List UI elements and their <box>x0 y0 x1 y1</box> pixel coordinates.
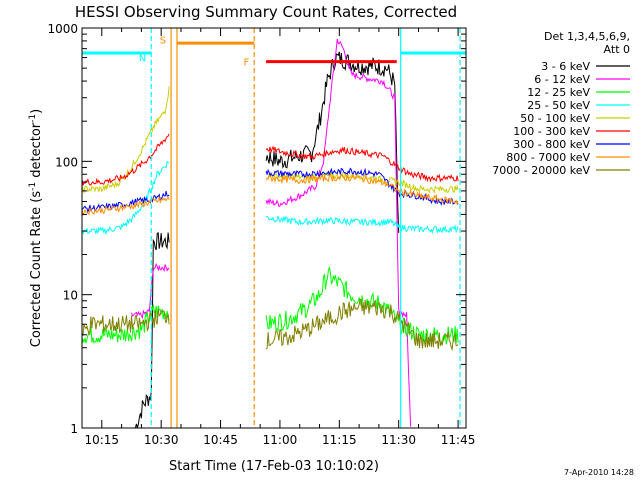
series-6-12-kev <box>131 38 412 427</box>
y-tick-label: 100 <box>55 155 78 169</box>
x-tick-label: 11:00 <box>263 433 298 447</box>
annotation-layer: N S F <box>82 28 466 428</box>
legend-label: 50 - 100 keV <box>520 112 590 125</box>
legend-label: 100 - 300 keV <box>513 125 590 138</box>
series-100-300-kev <box>82 133 459 186</box>
legend-label: 800 - 7000 keV <box>506 151 590 164</box>
legend-label: 25 - 50 keV <box>527 99 590 112</box>
legend-label: 6 - 12 keV <box>534 73 590 86</box>
series-line-segment <box>265 173 459 206</box>
event-marker-label: S <box>160 35 166 46</box>
series-layer <box>82 38 459 428</box>
series-3-6-kev <box>134 51 400 428</box>
series-line-segment <box>265 51 400 233</box>
series-line-segment <box>265 145 459 183</box>
series-line-segment <box>82 190 170 214</box>
y-tick-label: 10 <box>63 289 78 303</box>
series-line-segment <box>82 195 170 217</box>
series-line-segment <box>82 308 170 336</box>
series-line-segment <box>82 133 170 186</box>
series-line-segment <box>265 38 412 427</box>
legend-label: 12 - 25 keV <box>527 86 590 99</box>
legend-label: 7000 - 20000 keV <box>492 164 590 177</box>
series-800-7000-kev <box>82 173 459 217</box>
legend-label: 3 - 6 keV <box>541 60 590 73</box>
x-axis-label: Start Time (17-Feb-03 10:10:02) <box>169 459 379 474</box>
series-12-25-kev <box>82 265 459 345</box>
series-line-segment <box>134 231 170 428</box>
series-line-segment <box>131 262 170 320</box>
series-line-segment <box>265 167 459 207</box>
x-tick-label: 10:45 <box>203 433 238 447</box>
x-tick-label: 11:30 <box>381 433 416 447</box>
x-tick-label: 11:45 <box>441 433 476 447</box>
series-25-50-kev <box>82 160 459 236</box>
x-tick-label: 10:15 <box>84 433 119 447</box>
series-line-segment <box>265 298 459 352</box>
axes-layer: 10:15 10:30 10:45 11:00 11:15 11:30 11:45 1 10 10… <box>47 22 475 447</box>
series-line-segment <box>82 86 170 195</box>
legend-header-line-2: Att 0 <box>604 43 630 56</box>
legend-header-line-1: Det 1,3,4,5,6,9, <box>544 30 630 43</box>
y-tick-label: 1000 <box>47 22 78 36</box>
event-marker-label: F <box>243 58 249 69</box>
y-axis-label: Corrected Count Rate (s-1 detector-1) <box>28 109 44 347</box>
x-tick-label: 11:15 <box>322 433 357 447</box>
series-7000-20000-kev <box>82 298 459 352</box>
plot-frame <box>81 27 467 429</box>
series-line-segment <box>265 215 459 235</box>
event-marker-label: N <box>139 54 146 65</box>
footer-timestamp: 7-Apr-2010 14:28 <box>564 468 634 477</box>
y-tick-label: 1 <box>70 422 78 436</box>
chart-title: HESSI Observing Summary Count Rates, Cor… <box>75 3 457 21</box>
legend-label: 300 - 800 keV <box>513 138 590 151</box>
x-tick-label: 10:30 <box>144 433 179 447</box>
series-line-segment <box>265 265 459 345</box>
series-line-segment <box>82 160 170 236</box>
